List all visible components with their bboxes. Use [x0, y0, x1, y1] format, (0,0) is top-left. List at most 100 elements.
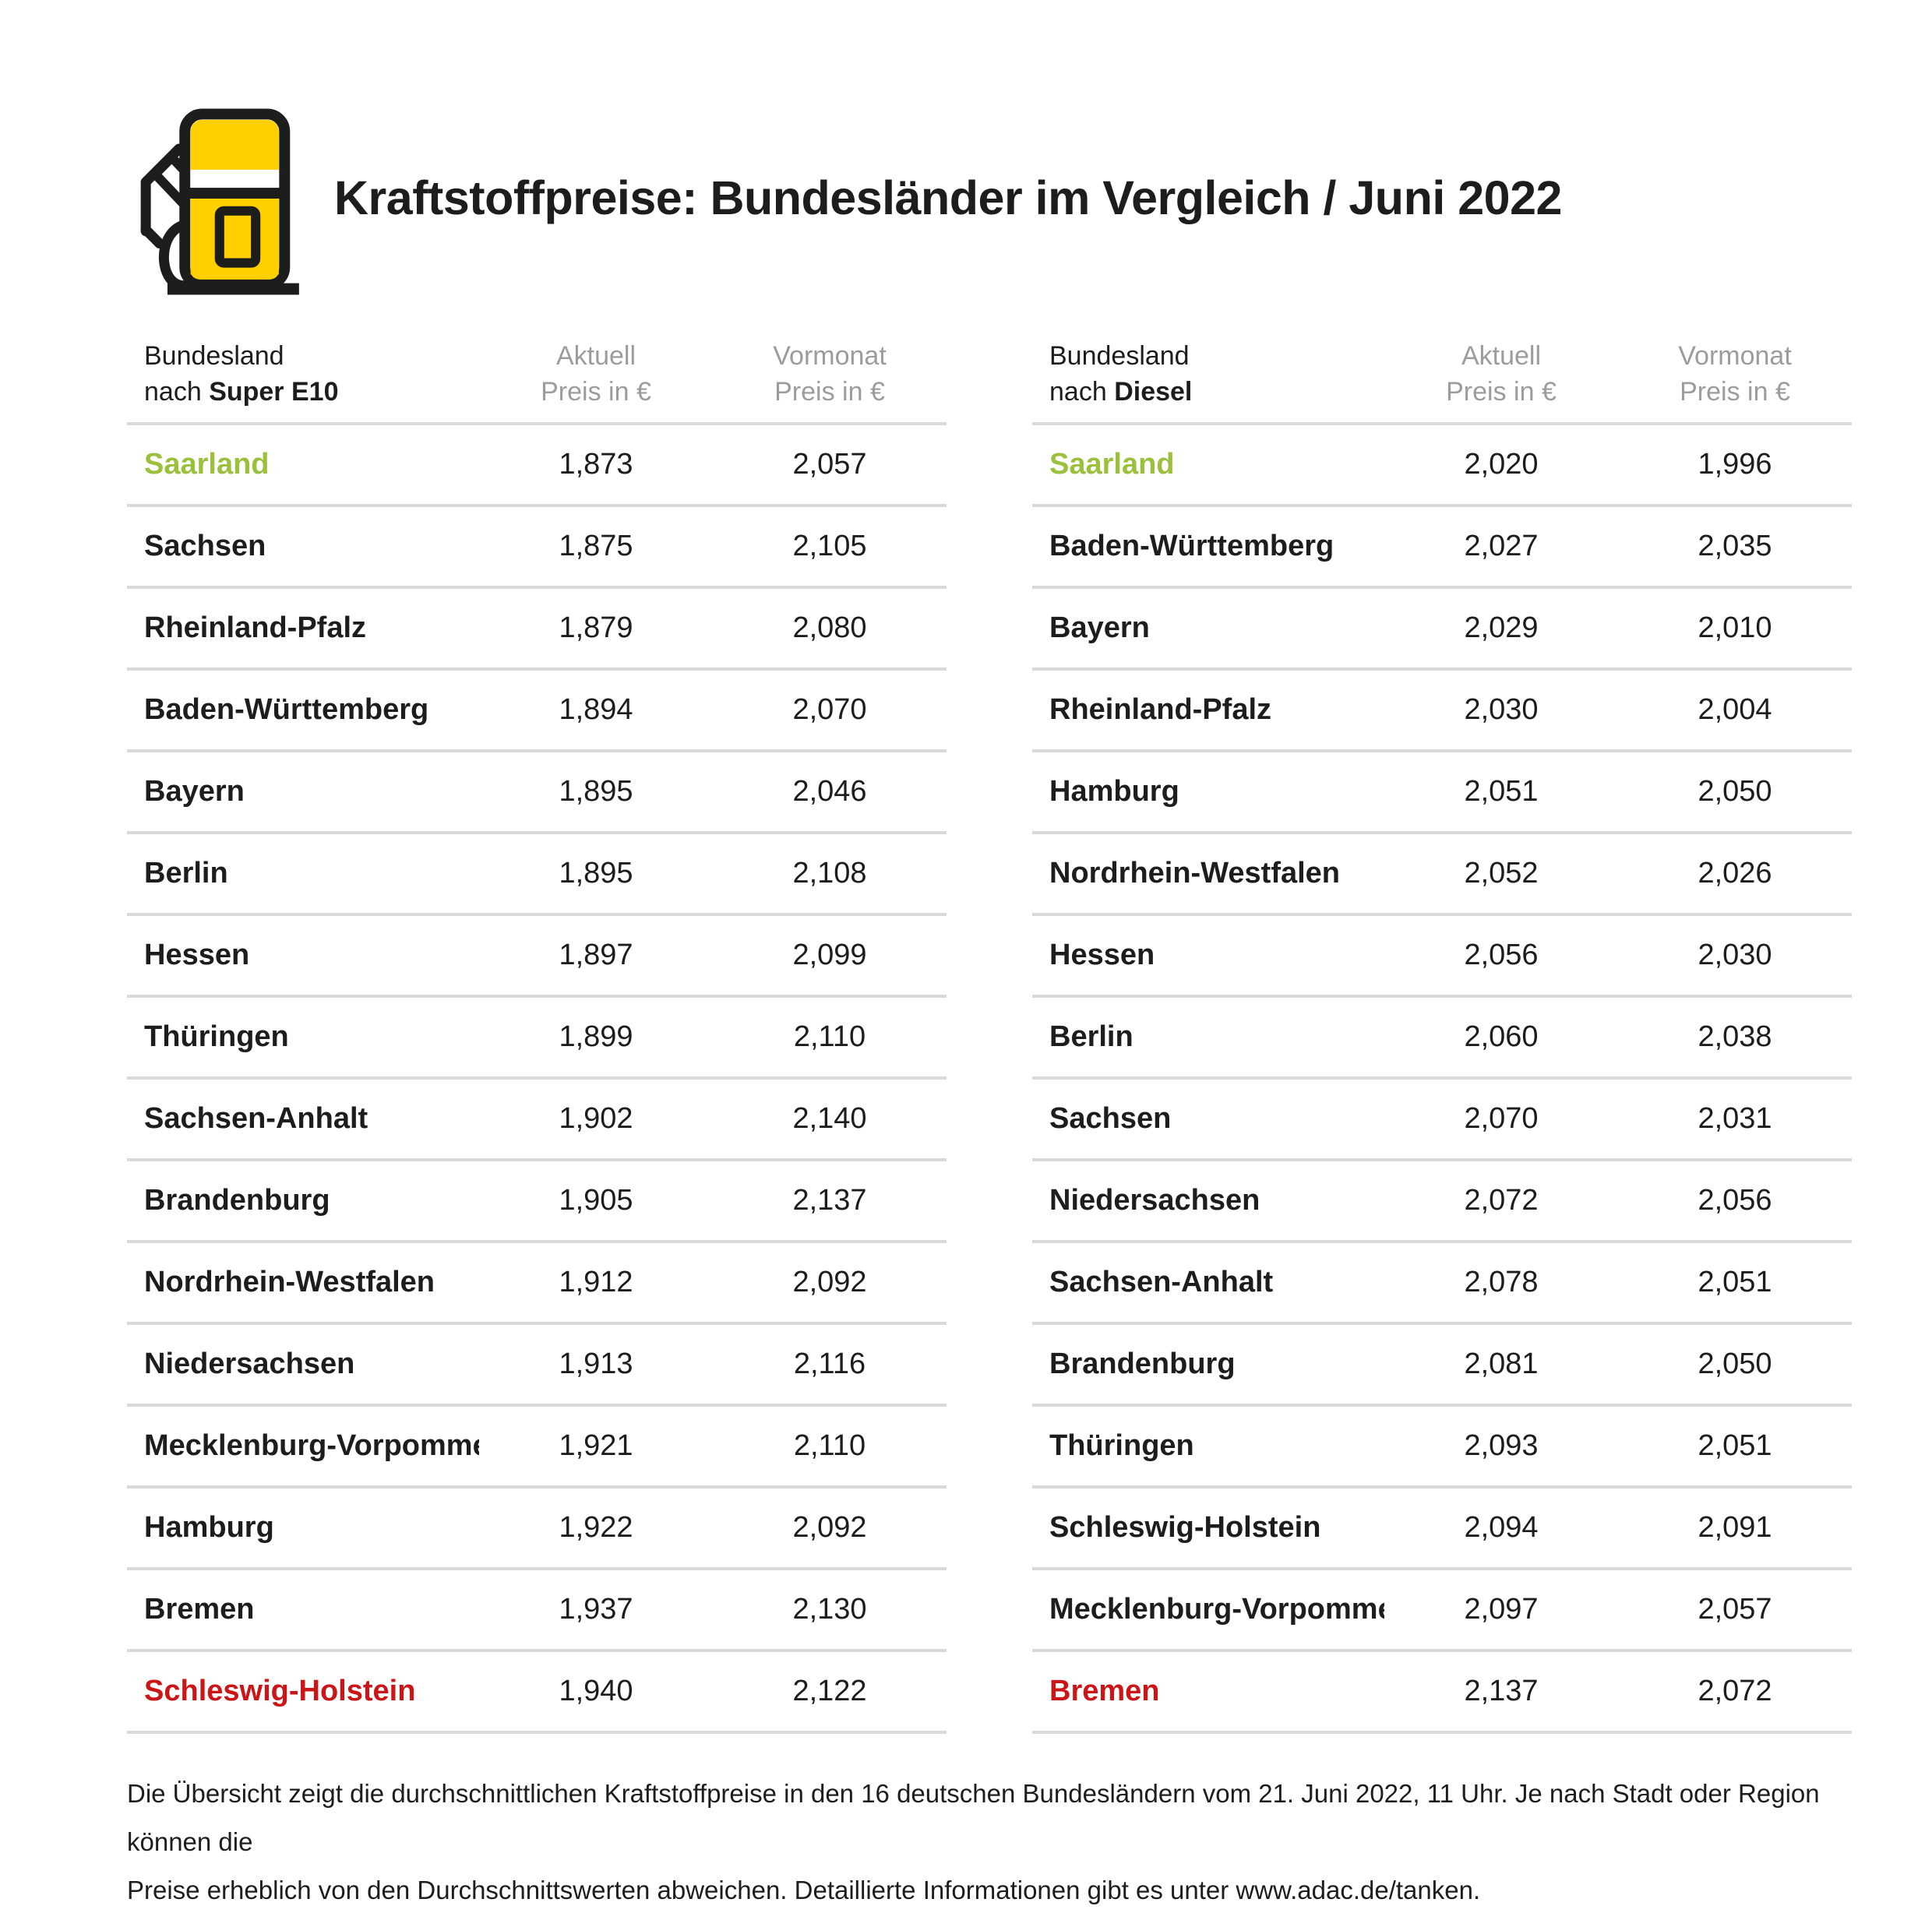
state-name: Nordrhein-Westfalen	[1049, 857, 1341, 890]
previous-price: 2,137	[792, 1184, 867, 1217]
state-name: Bayern	[1049, 611, 1150, 644]
table-row: Sachsen 2,070 2,031	[1032, 1080, 1852, 1161]
state-name: Brandenburg	[144, 1184, 330, 1217]
previous-price: 2,116	[793, 1348, 866, 1380]
current-price: 1,905	[559, 1184, 633, 1217]
bundesland-label: Bundesland	[1049, 341, 1190, 371]
fuel-name-label: Diesel	[1114, 377, 1193, 407]
aktuell-column-header: Aktuell Preis in €	[541, 341, 651, 407]
table-diesel-header: Bundesland nach Diesel Aktuell Preis in …	[1032, 338, 1852, 425]
previous-price: 2,092	[792, 1511, 867, 1544]
current-price: 2,060	[1464, 1020, 1539, 1053]
footnote-line-1: Die Übersicht zeigt die durchschnittlich…	[127, 1779, 1820, 1856]
state-name: Niedersachsen	[144, 1348, 355, 1380]
table-super-e10: Bundesland nach Super E10 Aktuell Preis …	[127, 338, 947, 1734]
state-name: Thüringen	[1049, 1429, 1194, 1462]
current-price: 1,899	[559, 1020, 633, 1053]
state-name: Hessen	[1049, 939, 1155, 971]
table-row: Niedersachsen 2,072 2,056	[1032, 1161, 1852, 1243]
previous-price: 2,140	[792, 1102, 867, 1135]
fuel-pump-icon	[140, 108, 299, 295]
state-name: Schleswig-Holstein	[144, 1675, 416, 1707]
brand-header: Kraftstoffpreise: Bundesländer im Vergle…	[127, 0, 1852, 299]
state-name: Saarland	[144, 448, 270, 481]
current-price: 1,922	[559, 1511, 633, 1544]
table-row: Bayern 2,029 2,010	[1032, 589, 1852, 671]
state-name: Niedersachsen	[1049, 1184, 1260, 1217]
current-price: 2,070	[1464, 1102, 1539, 1135]
state-name: Brandenburg	[1049, 1348, 1236, 1380]
current-price: 2,094	[1464, 1511, 1539, 1544]
state-name: Hessen	[144, 939, 250, 971]
state-name: Bremen	[144, 1593, 255, 1626]
table-row: Nordrhein-Westfalen 1,912 2,092	[127, 1243, 947, 1325]
state-name: Rheinland-Pfalz	[144, 611, 367, 644]
state-name: Sachsen-Anhalt	[1049, 1266, 1274, 1298]
table-diesel: Bundesland nach Diesel Aktuell Preis in …	[1032, 338, 1852, 1734]
table-row: Mecklenburg-Vorpommern 2,097 2,057	[1032, 1570, 1852, 1652]
previous-price: 2,050	[1698, 1348, 1772, 1380]
current-price: 2,137	[1464, 1675, 1539, 1707]
previous-price: 2,046	[792, 775, 867, 808]
previous-price: 2,105	[792, 530, 867, 562]
nach-label: nach	[144, 377, 202, 407]
current-price: 1,902	[559, 1102, 633, 1135]
current-price: 1,879	[559, 611, 633, 644]
previous-price: 2,092	[792, 1266, 867, 1298]
state-name: Mecklenburg-Vorpommern	[144, 1429, 479, 1462]
previous-price: 2,110	[793, 1429, 866, 1462]
current-price: 1,897	[559, 939, 633, 971]
state-name: Berlin	[1049, 1020, 1133, 1053]
current-price: 2,029	[1464, 611, 1539, 644]
price-tables: Bundesland nach Super E10 Aktuell Preis …	[127, 338, 1852, 1734]
table-row: Schleswig-Holstein 2,094 2,091	[1032, 1488, 1852, 1570]
table-row: Bremen 1,937 2,130	[127, 1570, 947, 1652]
state-name: Sachsen-Anhalt	[144, 1102, 368, 1135]
table-row: Sachsen-Anhalt 2,078 2,051	[1032, 1243, 1852, 1325]
state-name: Saarland	[1049, 448, 1175, 481]
table-row: Berlin 1,895 2,108	[127, 834, 947, 916]
state-name: Nordrhein-Westfalen	[144, 1266, 435, 1298]
previous-price: 2,130	[792, 1593, 867, 1626]
previous-price: 2,099	[792, 939, 867, 971]
table-row: Hamburg 1,922 2,092	[127, 1488, 947, 1570]
state-name: Baden-Württemberg	[1049, 530, 1334, 562]
state-column-header: Bundesland nach Diesel	[1032, 338, 1384, 410]
state-name: Baden-Württemberg	[144, 693, 429, 726]
previous-price: 2,004	[1698, 693, 1772, 726]
current-price: 1,940	[559, 1675, 633, 1707]
previous-price: 2,122	[792, 1675, 867, 1707]
current-price: 2,020	[1464, 448, 1539, 481]
table-row: Baden-Württemberg 1,894 2,070	[127, 671, 947, 752]
previous-price: 2,080	[792, 611, 867, 644]
current-price: 1,912	[559, 1266, 633, 1298]
state-name: Thüringen	[144, 1020, 289, 1053]
state-name: Hamburg	[144, 1511, 274, 1544]
table-row: Thüringen 2,093 2,051	[1032, 1407, 1852, 1488]
previous-price: 2,056	[1698, 1184, 1772, 1217]
state-name: Hamburg	[1049, 775, 1179, 808]
table-row: Schleswig-Holstein 1,940 2,122	[127, 1652, 947, 1734]
table-row: Baden-Württemberg 2,027 2,035	[1032, 507, 1852, 589]
current-price: 1,875	[559, 530, 633, 562]
current-price: 2,027	[1464, 530, 1539, 562]
previous-price: 2,031	[1698, 1102, 1772, 1135]
table-row: Mecklenburg-Vorpommern 1,921 2,110	[127, 1407, 947, 1488]
table-row: Sachsen 1,875 2,105	[127, 507, 947, 589]
previous-price: 2,030	[1698, 939, 1772, 971]
table-row: Berlin 2,060 2,038	[1032, 998, 1852, 1080]
table-row: Niedersachsen 1,913 2,116	[127, 1325, 947, 1407]
previous-price: 2,035	[1698, 530, 1772, 562]
state-name: Sachsen	[144, 530, 266, 562]
state-name: Rheinland-Pfalz	[1049, 693, 1272, 726]
state-name: Bayern	[144, 775, 245, 808]
current-price: 1,895	[559, 857, 633, 890]
previous-price: 2,010	[1698, 611, 1772, 644]
current-price: 2,081	[1464, 1348, 1539, 1380]
table-row: Hamburg 2,051 2,050	[1032, 752, 1852, 834]
previous-price: 2,108	[792, 857, 867, 890]
vormonat-column-header: Vormonat Preis in €	[773, 341, 887, 407]
previous-price: 2,072	[1698, 1675, 1772, 1707]
fuel-name-label: Super E10	[209, 377, 339, 407]
